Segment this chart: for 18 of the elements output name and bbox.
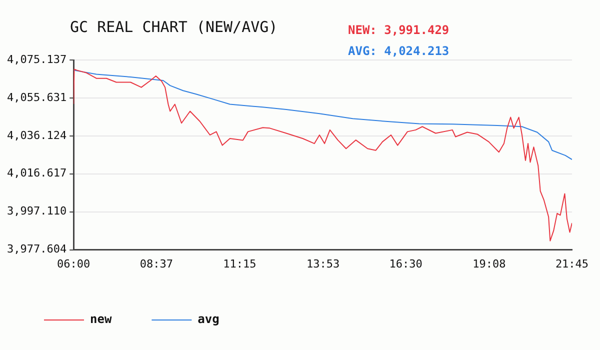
y-tick-label: 3,997.110 xyxy=(6,204,67,218)
y-tick-label: 4,075.137 xyxy=(6,52,67,66)
chart-title: GC REAL CHART (NEW/AVG) xyxy=(70,18,278,36)
text: NEW: 3,991.429 xyxy=(348,22,450,39)
x-tick-label: 13:53 xyxy=(306,257,340,270)
y-tick-label: 4,016.617 xyxy=(6,166,67,180)
x-tick-label: 21:45 xyxy=(555,257,589,270)
x-tick-label: 08:37 xyxy=(140,257,173,270)
y-tick-label: 4,036.124 xyxy=(6,128,67,142)
text: AVG: 4,024.213 xyxy=(348,43,450,60)
legend-label: avg xyxy=(198,312,220,326)
legend-label: new xyxy=(90,312,112,326)
x-tick-label: 11:15 xyxy=(223,257,256,270)
x-tick-label: 06:00 xyxy=(57,257,90,270)
y-tick-label: 4,055.631 xyxy=(6,90,67,104)
y-tick-label: 3,977.604 xyxy=(6,242,67,256)
x-tick-label: 19:08 xyxy=(472,257,506,270)
x-tick-label: 16:30 xyxy=(389,257,422,270)
